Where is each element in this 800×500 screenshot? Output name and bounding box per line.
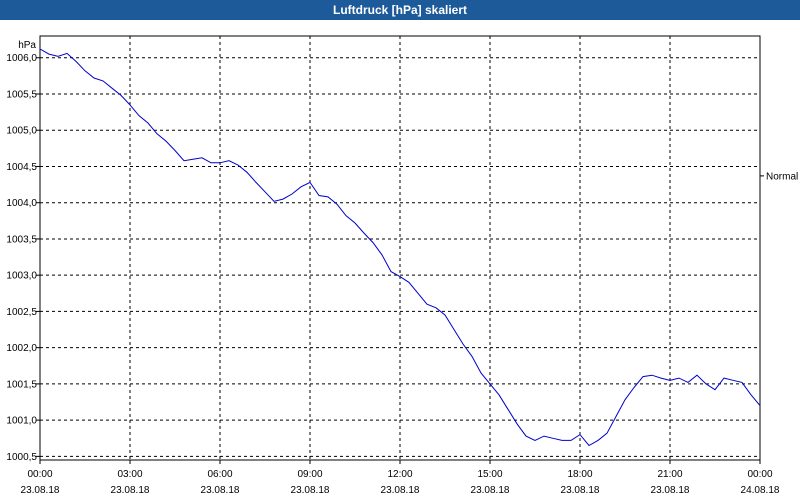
- y-tick-label: 1004,5: [6, 162, 37, 173]
- x-tick-time: 09:00: [297, 469, 322, 480]
- x-tick-time: 12:00: [387, 469, 412, 480]
- y-tick-label: 1001,5: [6, 379, 37, 390]
- x-tick-time: 15:00: [477, 469, 502, 480]
- x-tick-date: 23.08.18: [21, 485, 60, 496]
- normal-label: Normal: [766, 171, 798, 182]
- series-line-luftdruck: [39, 48, 761, 447]
- y-tick-label: 1003,0: [6, 271, 37, 282]
- y-tick-label: 1005,5: [6, 89, 37, 100]
- x-tick-time: 00:00: [27, 469, 52, 480]
- x-tick-date: 23.08.18: [381, 485, 420, 496]
- y-tick-label: 1000,5: [6, 452, 37, 463]
- y-tick-label: 1005,0: [6, 126, 37, 137]
- x-tick-time: 03:00: [117, 469, 142, 480]
- chart-area: 1006,0 1005,5 1005,0 1004,5 1004,0 1003,5 1003…: [6, 35, 798, 496]
- x-tick-time: 21:00: [657, 469, 682, 480]
- y-tick-label: 1001,0: [6, 416, 37, 427]
- x-tick-date: 23.08.18: [561, 485, 600, 496]
- x-tick-time: 06:00: [207, 469, 232, 480]
- y-tick-label: 1002,5: [6, 307, 37, 318]
- x-tick-time: 18:00: [567, 469, 592, 480]
- x-tick-date: 23.08.18: [201, 485, 240, 496]
- x-tick-date: 24.08.18: [741, 485, 780, 496]
- y-tick-label: 1002,0: [6, 343, 37, 354]
- x-tick-date: 23.08.18: [651, 485, 690, 496]
- plot-frame: [39, 35, 761, 461]
- y-tick-label: 1004,0: [6, 198, 37, 209]
- x-tick-date: 23.08.18: [291, 485, 330, 496]
- x-tick-date: 23.08.18: [111, 485, 150, 496]
- y-tick-label: 1003,5: [6, 234, 37, 245]
- x-tick-time: 00:00: [747, 469, 772, 480]
- y-tick-label: 1006,0: [6, 53, 37, 64]
- chart-title: Luftdruck [hPa] skaliert: [0, 0, 800, 20]
- y-axis-label: hPa: [18, 40, 36, 51]
- x-tick-date: 23.08.18: [471, 485, 510, 496]
